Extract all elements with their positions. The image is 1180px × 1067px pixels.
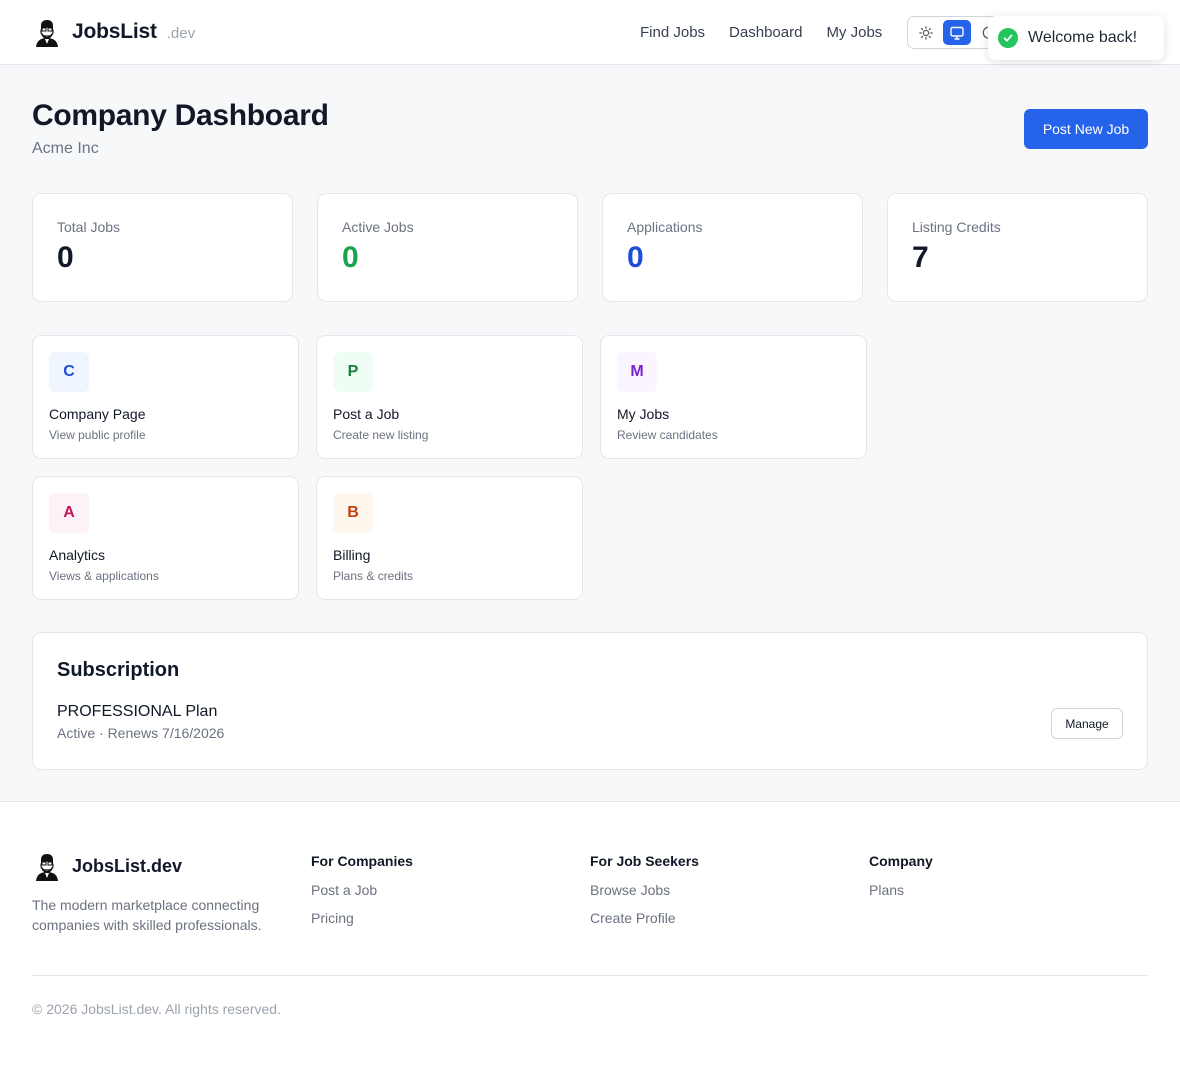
- stat-label: Applications: [627, 219, 703, 235]
- theme-system-button[interactable]: [943, 20, 971, 45]
- tile-title: Billing: [333, 547, 371, 563]
- toast-message: Welcome back!: [1028, 29, 1138, 46]
- footer-brand-column: JobsList.dev The modern marketplace conn…: [32, 851, 311, 935]
- billing-badge-icon: B: [333, 493, 373, 533]
- stat-value: 0: [342, 241, 359, 274]
- success-check-icon: [998, 28, 1018, 48]
- stat-card-total-jobs: Total Jobs 0: [32, 193, 293, 302]
- developer-avatar-icon: [36, 20, 58, 47]
- tile-billing[interactable]: B Billing Plans & credits: [316, 476, 583, 600]
- subscription-card: Subscription PROFESSIONAL Plan Active · …: [32, 632, 1148, 770]
- tile-my-jobs[interactable]: M My Jobs Review candidates: [600, 335, 867, 459]
- nav-my-jobs[interactable]: My Jobs: [826, 23, 883, 41]
- footer-divider: [32, 975, 1148, 976]
- footer-columns: JobsList.dev The modern marketplace conn…: [32, 802, 1148, 935]
- post-new-job-button[interactable]: Post New Job: [1024, 109, 1148, 149]
- page-title: Company Dashboard: [32, 99, 329, 132]
- footer-link-create-profile[interactable]: Create Profile: [590, 910, 676, 926]
- developer-avatar-icon: [36, 854, 58, 881]
- tile-company-page[interactable]: C Company Page View public profile: [32, 335, 299, 459]
- footer-link-post-a-job[interactable]: Post a Job: [311, 882, 378, 898]
- footer-heading: Company: [869, 853, 933, 869]
- quick-actions-grid: C Company Page View public profile P Pos…: [32, 335, 1148, 600]
- analytics-badge-icon: A: [49, 493, 89, 533]
- brand-logo-link[interactable]: JobsList .dev: [32, 17, 195, 47]
- site-footer: JobsList.dev The modern marketplace conn…: [0, 801, 1180, 1067]
- footer-brand[interactable]: JobsList.dev: [32, 851, 311, 881]
- footer-link-plans[interactable]: Plans: [869, 882, 905, 898]
- brand-name: JobsList: [72, 20, 157, 43]
- stat-value: 7: [912, 241, 929, 274]
- subscription-title: Subscription: [57, 659, 180, 681]
- my-jobs-badge-icon: M: [617, 352, 657, 392]
- stat-card-listing-credits: Listing Credits 7: [887, 193, 1148, 302]
- footer-link-pricing[interactable]: Pricing: [311, 910, 354, 926]
- company-name: Acme Inc: [32, 140, 99, 157]
- nav-dashboard[interactable]: Dashboard: [729, 23, 803, 41]
- tile-description: Plans & credits: [333, 569, 414, 583]
- stat-label: Listing Credits: [912, 219, 1001, 235]
- footer-brand-name: JobsList.dev: [72, 855, 183, 876]
- footer-heading: For Companies: [311, 853, 413, 869]
- stat-card-active-jobs: Active Jobs 0: [317, 193, 578, 302]
- tile-title: My Jobs: [617, 406, 670, 422]
- stat-card-applications: Applications 0: [602, 193, 863, 302]
- stats-row: Total Jobs 0 Active Jobs 0 Applications …: [32, 193, 1148, 302]
- footer-link-browse-jobs[interactable]: Browse Jobs: [590, 882, 671, 898]
- sun-icon: [918, 25, 933, 40]
- stat-label: Total Jobs: [57, 219, 121, 235]
- footer-column-companies: For Companies Post a Job Pricing: [311, 851, 590, 935]
- footer-tagline: The modern marketplace connecting compan…: [32, 897, 262, 933]
- tile-description: Review candidates: [617, 428, 718, 442]
- stat-value: 0: [57, 241, 74, 274]
- tile-description: Create new listing: [333, 428, 429, 442]
- subscription-status: Active · Renews 7/16/2026: [57, 725, 225, 741]
- footer-column-job-seekers: For Job Seekers Browse Jobs Create Profi…: [590, 851, 869, 935]
- stat-value: 0: [627, 241, 644, 274]
- tile-title: Post a Job: [333, 406, 400, 422]
- monitor-icon: [950, 26, 964, 40]
- brand-suffix: .dev: [166, 24, 196, 42]
- nav-find-jobs[interactable]: Find Jobs: [640, 23, 706, 41]
- tile-post-a-job[interactable]: P Post a Job Create new listing: [316, 335, 583, 459]
- manage-subscription-button[interactable]: Manage: [1051, 708, 1123, 739]
- footer-column-company: Company Plans: [869, 851, 1148, 935]
- theme-light-button[interactable]: [912, 20, 939, 45]
- stat-label: Active Jobs: [342, 219, 414, 235]
- tile-title: Analytics: [49, 547, 106, 563]
- page-header: Company Dashboard Acme Inc Post New Job: [32, 65, 1148, 193]
- main-nav: Find Jobs Dashboard My Jobs: [640, 0, 906, 64]
- tile-title: Company Page: [49, 406, 146, 422]
- tile-description: Views & applications: [49, 569, 159, 583]
- subscription-plan: PROFESSIONAL Plan: [57, 703, 218, 720]
- footer-copyright: © 2026 JobsList.dev. All rights reserved…: [32, 1001, 281, 1017]
- welcome-toast: Welcome back!: [988, 16, 1164, 60]
- footer-heading: For Job Seekers: [590, 853, 699, 869]
- tile-analytics[interactable]: A Analytics Views & applications: [32, 476, 299, 600]
- post-job-badge-icon: P: [333, 352, 373, 392]
- main-content: Company Dashboard Acme Inc Post New Job …: [0, 65, 1180, 770]
- tile-description: View public profile: [49, 428, 146, 442]
- company-page-badge-icon: C: [49, 352, 89, 392]
